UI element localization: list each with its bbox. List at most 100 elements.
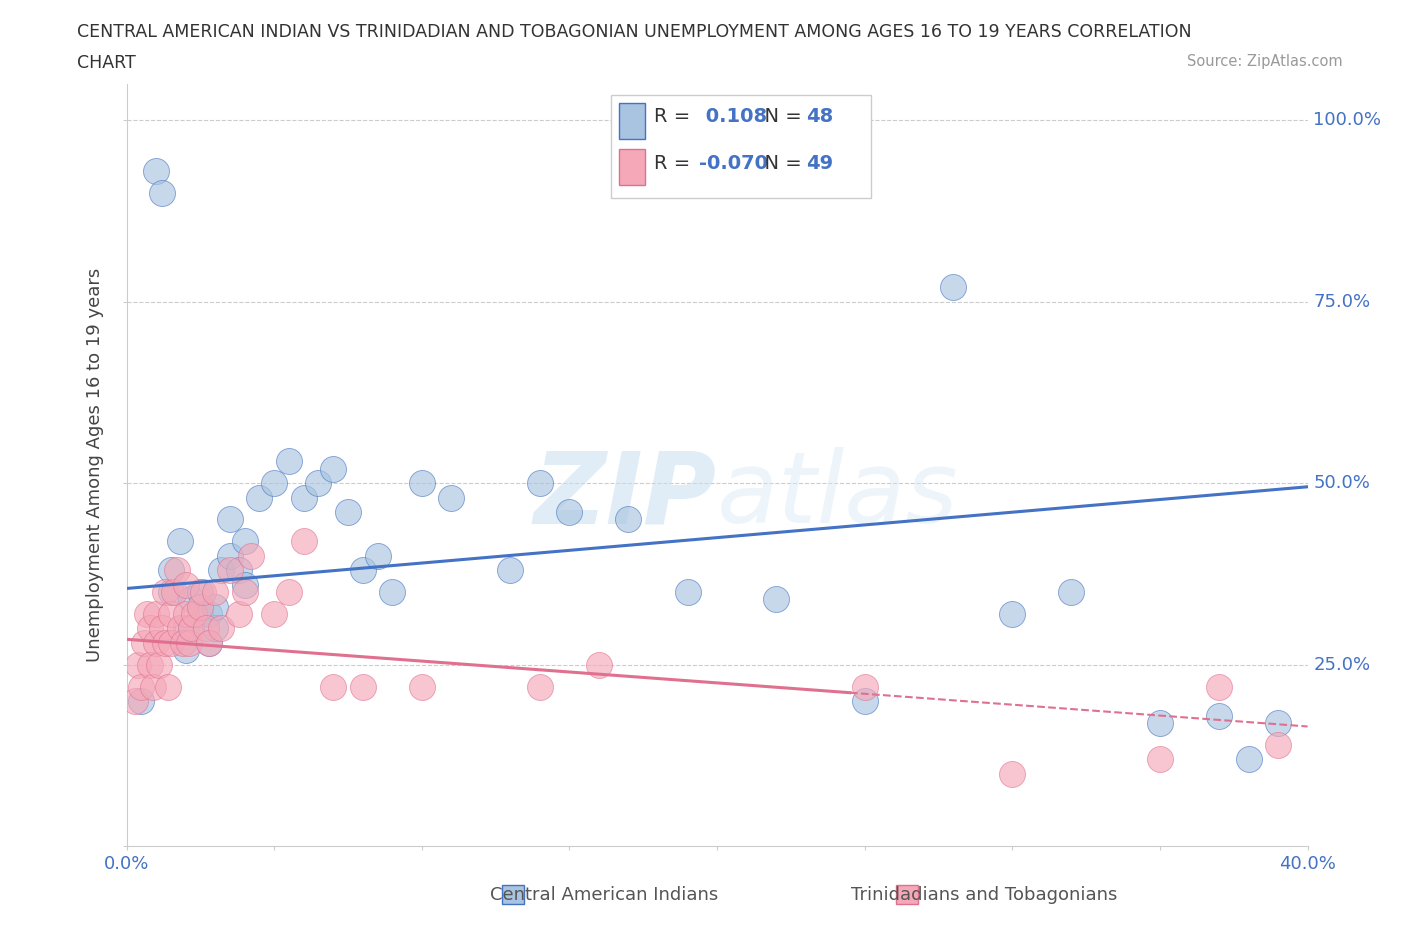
Point — [942, 280, 965, 295]
Point — [174, 621, 197, 636]
Point — [134, 635, 156, 650]
Point — [153, 635, 176, 650]
Text: 100.0%: 100.0% — [1313, 111, 1382, 129]
Point — [1208, 708, 1230, 723]
Point — [239, 549, 262, 564]
Text: ZIP: ZIP — [534, 447, 717, 544]
Point — [440, 490, 463, 505]
Point — [219, 549, 242, 564]
Point — [1237, 751, 1260, 766]
Point — [129, 679, 153, 694]
Point — [169, 534, 191, 549]
Point — [156, 679, 179, 694]
Text: 75.0%: 75.0% — [1313, 293, 1371, 311]
Point — [1149, 715, 1171, 730]
Point — [308, 476, 330, 491]
Point — [411, 476, 433, 491]
Text: N =: N = — [752, 107, 808, 126]
Text: 0.108: 0.108 — [699, 107, 768, 126]
Point — [1001, 766, 1024, 781]
Point — [853, 679, 876, 694]
Point — [198, 635, 221, 650]
Point — [322, 679, 344, 694]
Text: 49: 49 — [806, 154, 832, 173]
Point — [676, 585, 699, 600]
Bar — [619, 149, 645, 185]
Point — [352, 679, 374, 694]
Point — [139, 658, 162, 672]
Text: CENTRAL AMERICAN INDIAN VS TRINIDADIAN AND TOBAGONIAN UNEMPLOYMENT AMONG AGES 16: CENTRAL AMERICAN INDIAN VS TRINIDADIAN A… — [77, 23, 1192, 41]
Point — [558, 505, 581, 520]
Point — [1267, 715, 1289, 730]
Point — [204, 621, 226, 636]
Point — [617, 512, 640, 527]
Point — [145, 606, 167, 621]
Point — [765, 591, 787, 606]
Point — [174, 578, 197, 592]
Point — [150, 185, 173, 200]
Point — [367, 549, 389, 564]
Point — [529, 476, 551, 491]
Text: N =: N = — [752, 154, 808, 173]
Point — [204, 585, 226, 600]
Text: 48: 48 — [806, 107, 832, 126]
Point — [337, 505, 360, 520]
Point — [160, 585, 183, 600]
Text: 25.0%: 25.0% — [1313, 656, 1371, 673]
Point — [204, 599, 226, 614]
Point — [233, 534, 256, 549]
Point — [174, 643, 197, 658]
Point — [160, 635, 183, 650]
Point — [499, 563, 522, 578]
Point — [160, 563, 183, 578]
Point — [177, 635, 200, 650]
Point — [588, 658, 610, 672]
Bar — [896, 885, 918, 904]
Point — [139, 621, 162, 636]
Point — [1149, 751, 1171, 766]
Point — [166, 563, 188, 578]
Point — [228, 563, 250, 578]
Point — [145, 635, 167, 650]
Text: R =: R = — [654, 107, 697, 126]
Point — [124, 694, 146, 709]
Point — [153, 585, 176, 600]
Point — [172, 635, 194, 650]
Point — [180, 621, 202, 636]
FancyBboxPatch shape — [610, 95, 870, 198]
Point — [292, 490, 315, 505]
Point — [150, 621, 173, 636]
Point — [233, 578, 256, 592]
Point — [148, 658, 170, 672]
Point — [180, 621, 202, 636]
Point — [853, 694, 876, 709]
Y-axis label: Unemployment Among Ages 16 to 19 years: Unemployment Among Ages 16 to 19 years — [86, 268, 104, 662]
Bar — [502, 885, 524, 904]
Point — [160, 606, 183, 621]
Point — [529, 679, 551, 694]
Point — [263, 606, 285, 621]
Point — [278, 454, 301, 469]
Point — [193, 585, 215, 600]
Point — [188, 585, 212, 600]
Text: R =: R = — [654, 154, 697, 173]
Point — [198, 635, 221, 650]
Point — [411, 679, 433, 694]
Point — [188, 599, 212, 614]
Text: Source: ZipAtlas.com: Source: ZipAtlas.com — [1187, 54, 1343, 69]
Point — [142, 679, 165, 694]
Point — [174, 606, 197, 621]
Point — [233, 585, 256, 600]
Text: atlas: atlas — [717, 447, 959, 544]
Point — [188, 606, 212, 621]
Point — [195, 621, 218, 636]
Point — [209, 563, 232, 578]
Point — [183, 606, 205, 621]
Point — [292, 534, 315, 549]
Point — [219, 512, 242, 527]
Point — [381, 585, 404, 600]
Point — [249, 490, 271, 505]
Point — [198, 606, 221, 621]
Point — [1208, 679, 1230, 694]
Point — [163, 585, 186, 600]
